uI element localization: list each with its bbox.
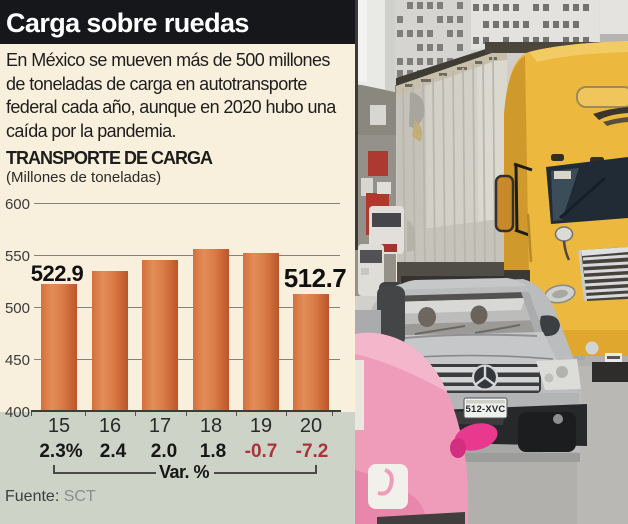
- svg-text:512-XVC: 512-XVC: [466, 404, 506, 415]
